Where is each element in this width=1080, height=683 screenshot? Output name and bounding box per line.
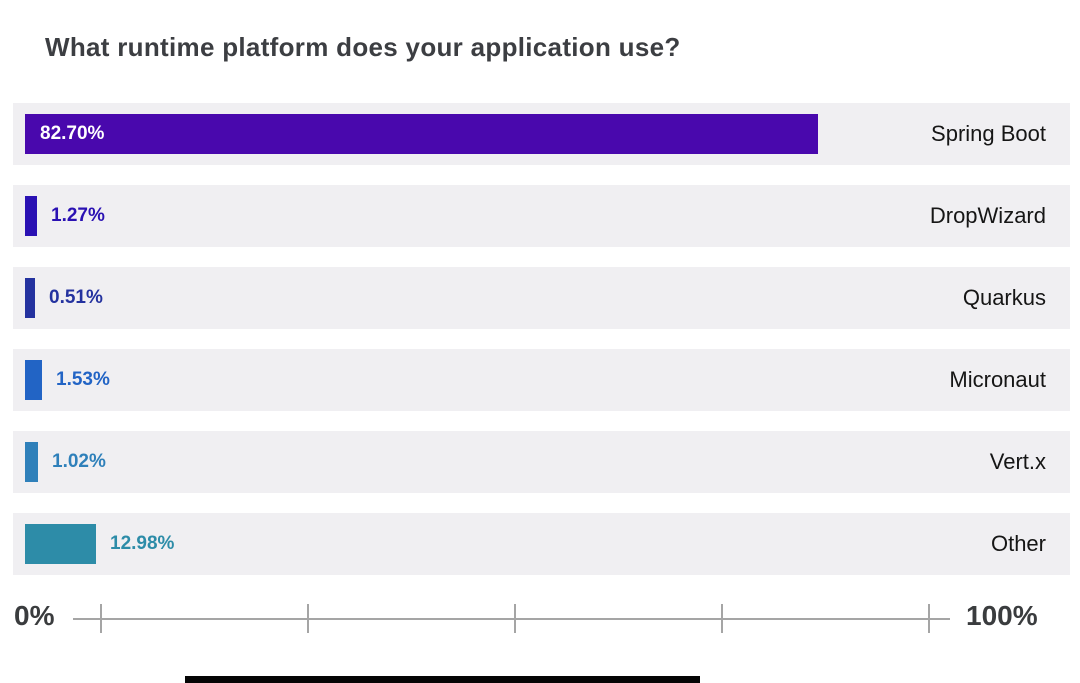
value-label-other: 12.98% [110, 533, 175, 554]
x-axis-line [73, 618, 950, 620]
bar-quarkus [25, 278, 35, 318]
chart-rows: 82.70% Spring Boot 1.27% DropWizard 0.51… [13, 103, 1070, 595]
value-label-quarkus: 0.51% [49, 287, 103, 308]
bottom-black-bar [185, 676, 700, 683]
x-axis-tick [100, 604, 102, 633]
chart-row-other: 12.98% Other [13, 513, 1070, 575]
value-label-spring-boot: 82.70% [40, 123, 105, 144]
category-label-micronaut: Micronaut [949, 367, 1046, 392]
value-label-vertx: 1.02% [52, 451, 106, 472]
x-axis-tick [307, 604, 309, 633]
bar-micronaut [25, 360, 42, 400]
x-axis-tick [928, 604, 930, 633]
bar-vertx [25, 442, 38, 482]
category-label-spring-boot: Spring Boot [931, 121, 1046, 146]
chart-row-dropwizard: 1.27% DropWizard [13, 185, 1070, 247]
value-label-micronaut: 1.53% [56, 369, 110, 390]
x-axis: 0% 100% [0, 598, 1080, 648]
category-label-quarkus: Quarkus [962, 285, 1046, 310]
bar-spring-boot [25, 114, 818, 154]
x-axis-tick [721, 604, 723, 633]
chart-row-micronaut: 1.53% Micronaut [13, 349, 1070, 411]
bar-dropwizard [25, 196, 37, 236]
x-axis-min-label: 0% [14, 600, 55, 631]
chart-row-vertx: 1.02% Vert.x [13, 431, 1070, 493]
x-axis-tick [514, 604, 516, 633]
x-axis-max-label: 100% [966, 600, 1038, 631]
bar-other [25, 524, 96, 564]
category-label-other: Other [990, 531, 1046, 556]
category-label-vertx: Vert.x [989, 449, 1046, 474]
chart-title: What runtime platform does your applicat… [45, 32, 681, 62]
value-label-dropwizard: 1.27% [51, 205, 105, 226]
chart-row-spring-boot: 82.70% Spring Boot [13, 103, 1070, 165]
chart-row-quarkus: 0.51% Quarkus [13, 267, 1070, 329]
category-label-dropwizard: DropWizard [929, 203, 1046, 228]
